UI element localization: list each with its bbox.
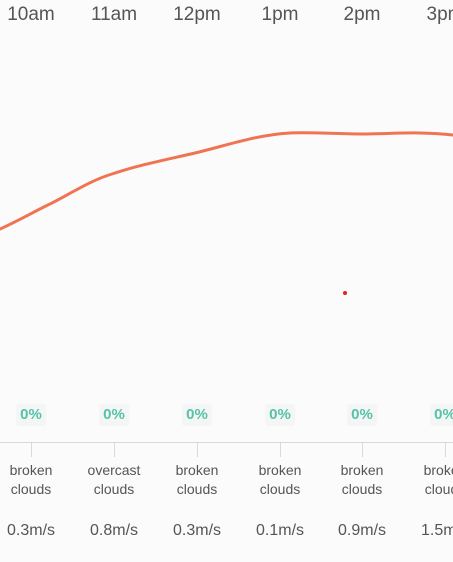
weather-description: broken clouds xyxy=(175,462,219,497)
red-dot-marker xyxy=(343,291,347,295)
precipitation-chance: 0% xyxy=(182,404,212,426)
wind-speed: 0.8m/s xyxy=(89,522,139,539)
hour-label: 12pm xyxy=(173,4,221,25)
temperature-line xyxy=(0,131,453,231)
hour-tick xyxy=(31,443,32,457)
hour-tick xyxy=(445,443,446,457)
precipitation-chance: 0% xyxy=(16,404,46,426)
weather-description: broken clouds xyxy=(9,462,53,497)
axis-divider xyxy=(0,442,453,443)
temperature-chart xyxy=(0,131,453,295)
hour-label: 3pm xyxy=(426,4,453,25)
hour-tick xyxy=(114,443,115,457)
hour-label: 2pm xyxy=(343,4,381,25)
weather-description: overcast clouds xyxy=(87,462,141,497)
wind-speed: 0.1m/s xyxy=(255,522,305,539)
wind-speed: 1.5m/s xyxy=(420,522,453,539)
hour-tick xyxy=(280,443,281,457)
weather-description: broken clouds xyxy=(423,462,453,497)
weather-description: broken clouds xyxy=(340,462,384,497)
hour-tick xyxy=(197,443,198,457)
hour-label: 10am xyxy=(7,4,55,25)
hour-tick xyxy=(362,443,363,457)
hour-label: 11am xyxy=(90,4,138,25)
wind-speed: 0.3m/s xyxy=(172,522,222,539)
precipitation-chance: 0% xyxy=(99,404,129,426)
hour-label: 1pm xyxy=(261,4,299,25)
hour-labels-row: 10am 11am 12pm 1pm 2pm 3pm xyxy=(0,0,453,34)
precipitation-chance: 0% xyxy=(430,404,453,426)
wind-speed: 0.3m/s xyxy=(6,522,56,539)
weather-description: broken clouds xyxy=(258,462,302,497)
wind-speed: 0.9m/s xyxy=(337,522,387,539)
precipitation-chance: 0% xyxy=(265,404,295,426)
precipitation-chance: 0% xyxy=(347,404,377,426)
